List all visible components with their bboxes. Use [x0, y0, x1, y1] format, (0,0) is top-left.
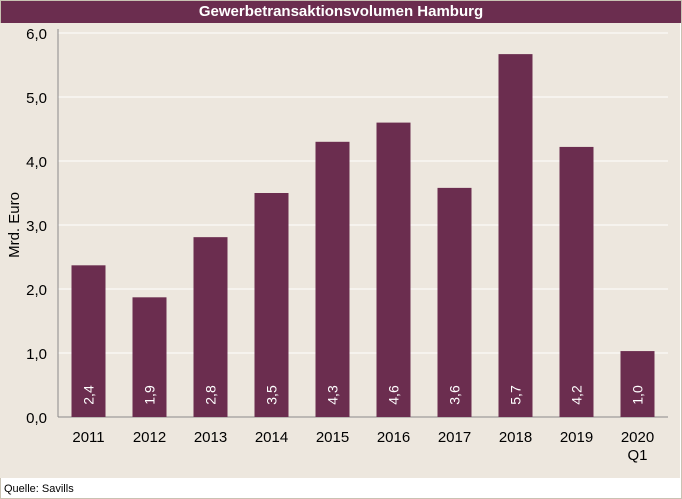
- bar: [132, 297, 167, 417]
- bar: [254, 193, 289, 417]
- x-tick-label: 2015: [316, 429, 349, 446]
- y-tick-label: 2,0: [26, 282, 47, 299]
- x-tick-label: 2020: [621, 429, 654, 446]
- x-tick-label: 2011: [72, 429, 104, 446]
- x-tick-label: 2014: [255, 429, 288, 446]
- y-tick-label: 6,0: [26, 26, 47, 43]
- bar: [376, 122, 411, 417]
- bar: [498, 54, 533, 418]
- data-label: 5,7: [508, 385, 524, 405]
- bar: [71, 265, 106, 417]
- source-note: Quelle: Savills: [4, 483, 74, 495]
- y-tick-label: 1,0: [26, 346, 47, 363]
- x-tick-label: 2013: [194, 429, 227, 446]
- x-tick-label: 2016: [377, 429, 410, 446]
- y-axis-label: Mrd. Euro: [6, 192, 23, 258]
- chart-title: Gewerbetransaktionsvolumen Hamburg: [1, 1, 681, 23]
- bar: [193, 237, 228, 417]
- data-label: 3,5: [264, 385, 280, 405]
- y-tick-label: 3,0: [26, 218, 47, 235]
- y-tick-label: 5,0: [26, 90, 47, 107]
- data-label: 2,8: [203, 385, 219, 405]
- x-tick-label: 2018: [499, 429, 532, 446]
- x-tick-label: 2012: [133, 429, 166, 446]
- y-tick-label: 4,0: [26, 154, 47, 171]
- bar: [437, 187, 472, 417]
- data-label: 4,6: [386, 385, 402, 405]
- x-tick-label: 2017: [438, 429, 471, 446]
- bar: [315, 141, 350, 418]
- x-tick-label: Q1: [627, 447, 647, 464]
- data-label: 1,9: [142, 385, 158, 405]
- bar: [620, 351, 655, 417]
- bar: [559, 146, 594, 418]
- data-label: 2,4: [81, 385, 97, 405]
- x-tick-label: 2019: [560, 429, 593, 446]
- data-label: 4,3: [325, 385, 341, 405]
- data-label: 3,6: [447, 385, 463, 405]
- y-tick-label: 0,0: [26, 410, 47, 427]
- data-label: 1,0: [630, 385, 646, 405]
- data-label: 4,2: [569, 385, 585, 405]
